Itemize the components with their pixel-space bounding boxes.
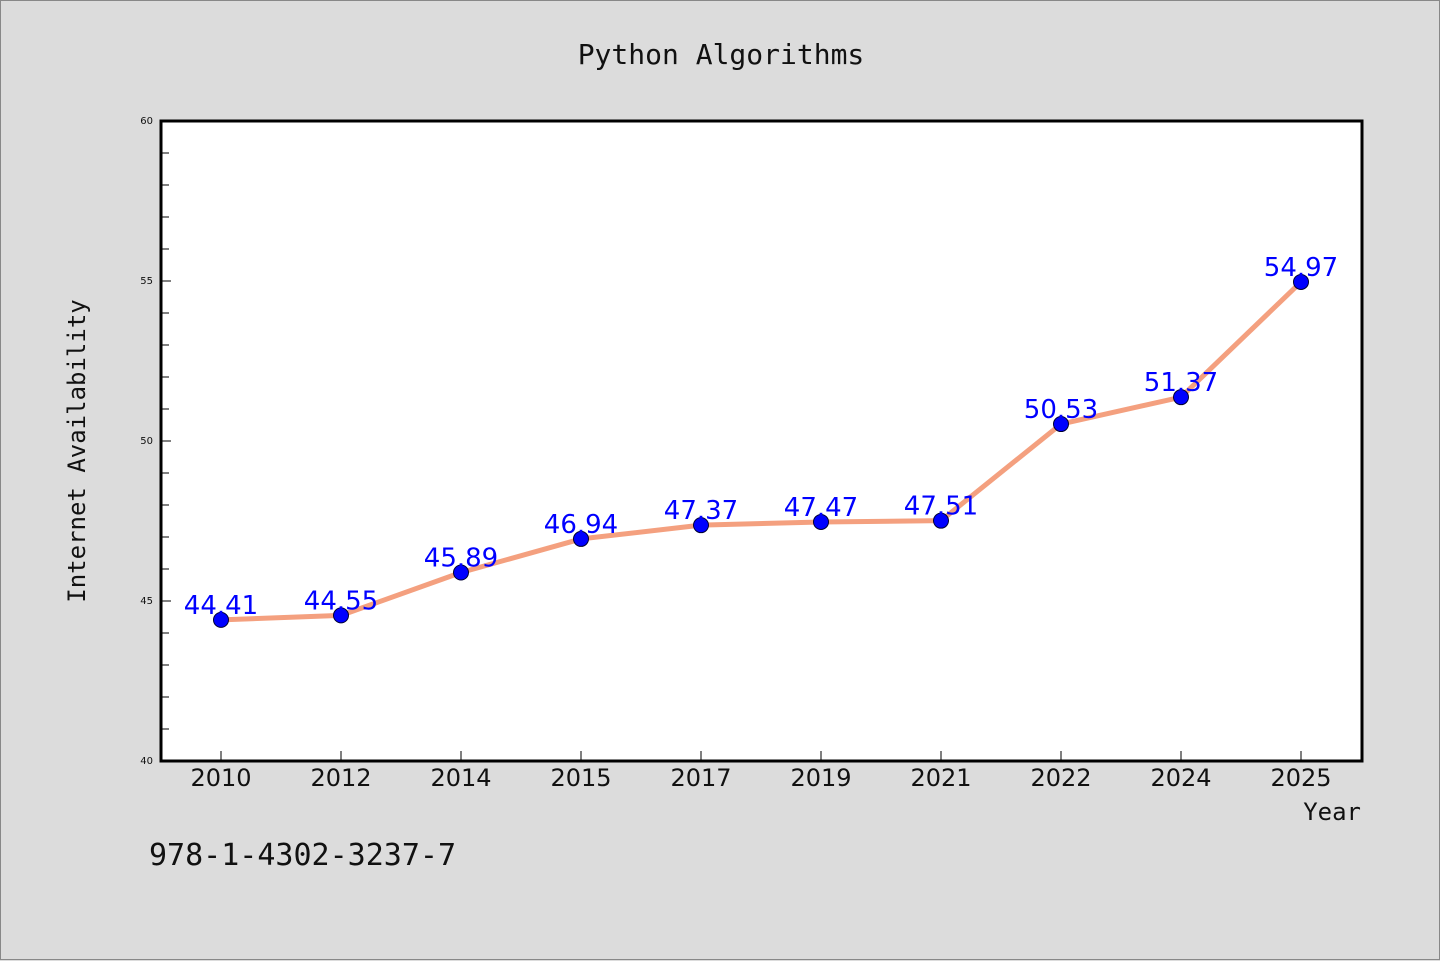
chart-title: Python Algorithms — [578, 38, 865, 71]
data-label: 47.51 — [904, 492, 978, 522]
x-tick-label: 2022 — [1030, 764, 1091, 792]
data-point — [933, 512, 949, 529]
data-label: 47.37 — [664, 496, 738, 526]
y-tick-label: 60 — [140, 116, 153, 127]
x-tick-label: 2010 — [190, 764, 251, 792]
data-label: 51.37 — [1144, 368, 1218, 398]
data-label: 50.53 — [1024, 395, 1098, 425]
series-line — [218, 279, 1304, 623]
series-group: 44.41 44.55 45.89 46.94 47.37 47.47 47.51 50.53… — [184, 253, 1338, 628]
x-tick-label: 2014 — [430, 764, 491, 792]
x-tick-label: 2025 — [1270, 764, 1331, 792]
data-point — [1293, 273, 1309, 290]
data-label: 44.55 — [304, 586, 378, 616]
y-axis: 40 45 50 55 60 — [140, 116, 171, 767]
data-point — [1173, 389, 1189, 406]
x-tick-label: 2012 — [310, 764, 371, 792]
plot-area — [159, 119, 1364, 763]
data-point — [1053, 416, 1069, 433]
x-tick-label: 2015 — [550, 764, 611, 792]
x-axis-title: Year — [1303, 798, 1361, 826]
data-label: 54.97 — [1264, 253, 1338, 283]
data-point — [213, 611, 229, 628]
data-point — [813, 513, 829, 530]
data-label: 46.94 — [544, 510, 618, 540]
x-tick-label: 2021 — [910, 764, 971, 792]
data-point — [333, 607, 349, 624]
isbn-annotation: 978-1-4302-3237-7 — [149, 838, 456, 873]
y-tick-label: 40 — [140, 756, 153, 767]
y-tick-label: 50 — [140, 436, 153, 447]
x-tick-label: 2017 — [670, 764, 731, 792]
data-point — [453, 564, 469, 581]
x-tick-label: 2024 — [1150, 764, 1211, 792]
data-label: 47.47 — [784, 493, 858, 523]
x-tick-label: 2019 — [790, 764, 851, 792]
x-axis: 2010 2012 2014 2015 2017 2019 2021 2022 2024 2025 — [190, 751, 1332, 792]
y-tick-label: 45 — [140, 596, 153, 607]
data-label: 45.89 — [424, 544, 498, 574]
data-point — [573, 530, 589, 547]
data-point — [693, 517, 709, 534]
data-label: 44.41 — [184, 591, 258, 621]
y-tick-label: 55 — [140, 276, 153, 287]
y-axis-title: Internet Availability — [63, 299, 91, 602]
